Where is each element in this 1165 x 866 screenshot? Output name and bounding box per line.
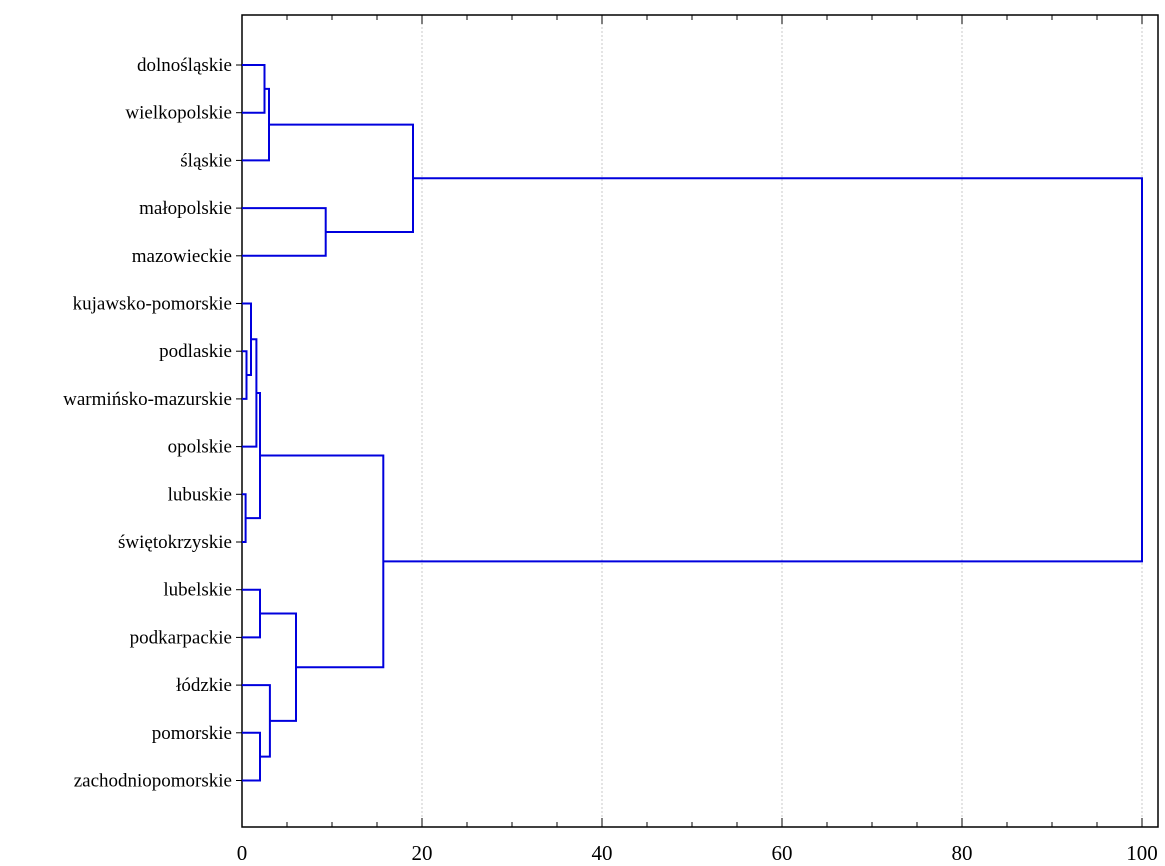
leaf-label: śląskie [180, 150, 232, 171]
x-tick-label: 80 [952, 841, 973, 865]
leaf-label: zachodniopomorskie [74, 771, 232, 792]
leaf-label: pomorskie [152, 723, 232, 744]
leaf-label: lubuskie [168, 484, 232, 505]
dendrogram-links [242, 64, 1143, 782]
leaf-label: podkarpackie [130, 627, 232, 648]
x-tick-label: 100 [1126, 841, 1158, 865]
merge-link [242, 588, 261, 639]
merge-link [260, 454, 385, 669]
leaf-labels: dolnośląskie wielkopolskie śląskie małopols… [63, 55, 232, 792]
x-tick-label: 20 [412, 841, 433, 865]
leaf-label: wielkopolskie [125, 103, 232, 124]
leaf-label: dolnośląskie [137, 55, 232, 76]
merge-link [242, 207, 327, 257]
leaf-label: małopolskie [139, 198, 232, 219]
merge-link [242, 684, 271, 758]
merge-link [383, 177, 1143, 563]
leaf-label: warmińsko-mazurskie [63, 389, 232, 410]
merge-link [269, 123, 414, 233]
leaf-label: lubelskie [163, 580, 232, 601]
axis-ticks [236, 15, 1143, 827]
leaf-label: podlaskie [159, 341, 232, 362]
merge-link [245, 391, 261, 520]
leaf-label: łódzkie [176, 675, 232, 696]
x-tick-label: 0 [237, 841, 248, 865]
merge-link [242, 731, 261, 782]
leaf-label: świętokrzyskie [118, 532, 232, 553]
merge-link [242, 338, 258, 448]
leaf-label: opolskie [168, 437, 232, 458]
plot-frame [241, 14, 1159, 828]
leaf-label: kujawsko-pomorskie [73, 294, 232, 315]
x-tick-label: 60 [772, 841, 793, 865]
merge-link [242, 64, 266, 114]
merge-link [260, 612, 297, 722]
x-tick-labels: 0 20 40 60 80 100 [237, 841, 1158, 865]
x-tick-label: 40 [592, 841, 613, 865]
leaf-label: mazowieckie [132, 246, 232, 267]
grid-lines [421, 15, 1143, 827]
